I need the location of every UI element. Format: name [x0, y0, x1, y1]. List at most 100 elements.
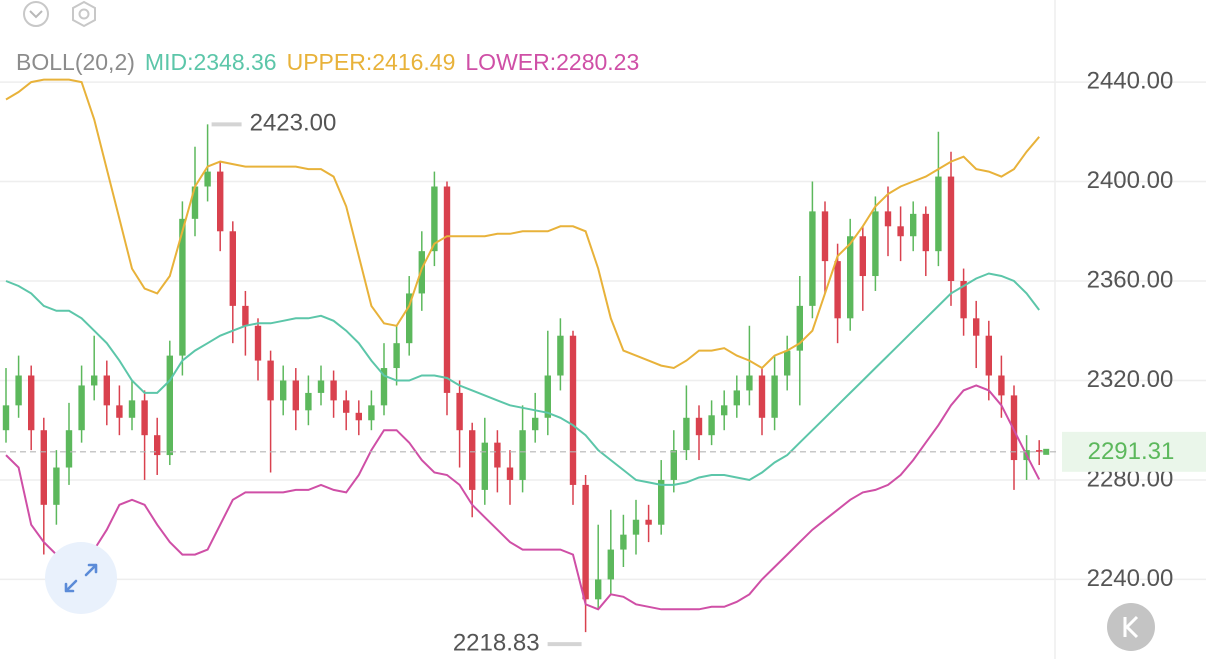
candle-body	[632, 519, 640, 535]
candle-body	[998, 375, 1005, 396]
candle-body	[973, 318, 980, 336]
candle-body	[960, 281, 967, 319]
settings-button[interactable]	[72, 0, 96, 28]
chevron	[29, 10, 43, 19]
candle-body	[910, 213, 917, 237]
candle-body	[179, 218, 186, 356]
collapse-button[interactable]	[23, 1, 49, 27]
candle-body	[317, 380, 325, 393]
candle-body	[557, 335, 564, 376]
last-price-box	[1062, 431, 1206, 472]
y-tick-label: 2360.00	[1087, 266, 1174, 293]
candle-body	[771, 375, 778, 418]
candle-body	[834, 261, 841, 319]
y-tick-label: 2320.00	[1087, 366, 1174, 393]
legend-entry: UPPER:2416.49	[287, 49, 456, 75]
candle-body	[469, 430, 476, 490]
kline-bg	[1107, 603, 1155, 651]
plot: 2240.002280.002320.002360.002400.002440.…	[0, 67, 1206, 656]
collapse-icon	[23, 1, 49, 27]
candle-body	[519, 430, 526, 480]
candle-body	[595, 579, 602, 600]
candle-body	[242, 305, 249, 326]
candle-body	[2, 405, 10, 431]
candle-body	[544, 375, 551, 418]
candle-body	[1036, 450, 1043, 452]
candle-body	[884, 211, 892, 227]
candle-body	[922, 213, 929, 252]
legend-entry: MID:2348.36	[145, 49, 277, 75]
candle-body	[267, 360, 274, 401]
candle-body	[15, 375, 22, 406]
candle-body	[154, 435, 161, 456]
candle-body	[292, 380, 299, 411]
candle-body	[821, 211, 829, 262]
candle-body	[191, 186, 199, 219]
candle-body	[872, 211, 879, 277]
candle-body	[40, 430, 47, 505]
candle-body	[103, 375, 110, 406]
candle-body	[78, 385, 85, 431]
candle-body	[859, 236, 866, 277]
candle-body	[431, 186, 438, 252]
settings-dot	[78, 8, 90, 20]
candle-body	[897, 226, 904, 237]
candle-body	[935, 176, 942, 252]
candle-body	[330, 380, 337, 401]
candle-body	[645, 519, 652, 525]
band-line	[5, 78, 1040, 370]
candle-body	[128, 400, 136, 418]
candle-body	[695, 417, 703, 436]
last-price-label: 2291.31	[1088, 438, 1175, 465]
max-label: 2423.00	[250, 110, 337, 137]
candle-body	[65, 430, 73, 468]
candle-body	[418, 251, 425, 294]
candle-body	[305, 392, 312, 411]
candle-body	[166, 355, 173, 456]
candle-body	[141, 400, 148, 436]
candle-body	[532, 417, 539, 431]
expand-button[interactable]	[45, 542, 117, 614]
kline-icon	[1123, 615, 1139, 639]
candle-body	[53, 467, 60, 505]
band-line	[5, 384, 1041, 611]
y-tick-label: 2400.00	[1087, 167, 1174, 194]
candle-body	[494, 442, 501, 468]
candle-body	[443, 186, 451, 393]
min-label: 2218.83	[453, 629, 540, 656]
candle-body	[985, 335, 992, 376]
candle-body	[355, 412, 362, 421]
candle-body	[607, 549, 614, 580]
indicator-legend: BOLL(20,2) MID:2348.36 UPPER:2416.49 LOWER:…	[16, 49, 639, 75]
band-line	[5, 272, 1040, 486]
candle-body	[506, 467, 514, 480]
candle-body	[481, 442, 488, 490]
candle-body	[733, 390, 740, 406]
kline-button[interactable]	[1107, 603, 1155, 651]
candle-body	[620, 534, 627, 550]
legend-entry: LOWER:2280.23	[465, 49, 639, 75]
candle-body	[28, 375, 35, 431]
candle-body	[809, 211, 816, 306]
y-tick-label: 2240.00	[1087, 565, 1174, 592]
candle-body	[721, 405, 728, 416]
candle-body	[368, 405, 375, 421]
candle-body	[847, 236, 854, 319]
candle-body	[116, 405, 123, 418]
candle-body	[204, 171, 211, 187]
candle-body	[569, 335, 577, 485]
candle-body	[670, 450, 677, 480]
expand-bg	[45, 542, 117, 614]
settings-icon	[72, 0, 96, 28]
candle-body	[796, 305, 803, 351]
candle-body	[708, 415, 715, 436]
candle-body	[1010, 395, 1018, 461]
candle-body	[456, 392, 463, 431]
candle-body	[947, 176, 955, 282]
candle-body	[280, 380, 287, 401]
candle-body	[380, 368, 388, 406]
candle-body	[343, 400, 350, 413]
candle-body	[91, 375, 98, 386]
